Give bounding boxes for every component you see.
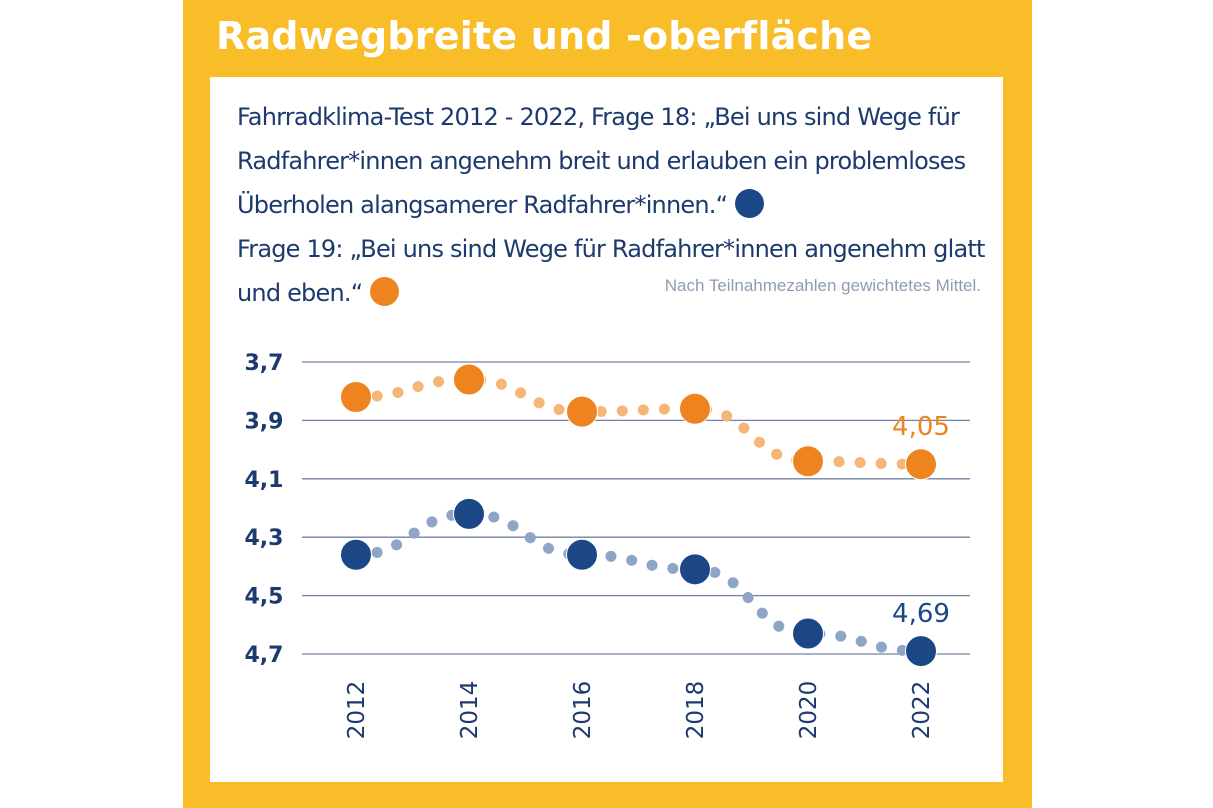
y-tick-label: 4,1	[245, 468, 284, 493]
x-tick-label: 2016	[570, 681, 596, 740]
page-title: Radwegbreite und -oberfläche	[216, 14, 873, 58]
end-value-label-frage18: 4,69	[892, 599, 950, 629]
question-19-text: Frage 19: „Bei uns sind Wege für Radfahr…	[237, 235, 985, 307]
chart-panel	[210, 77, 1003, 782]
chart-description: Fahrradklima-Test 2012 - 2022, Frage 18:…	[237, 95, 997, 315]
data-point-frage18	[566, 538, 598, 571]
y-tick-label: 4,7	[245, 643, 284, 668]
data-point-frage18	[340, 538, 372, 571]
x-tick-label: 2018	[683, 681, 709, 740]
y-tick-label: 4,3	[245, 526, 284, 551]
y-tick-label: 3,9	[245, 409, 284, 434]
data-point-frage18	[905, 635, 937, 668]
weighting-note: Nach Teilnahmezahlen gewichtetes Mittel.	[664, 276, 981, 295]
series-line-frage18	[350, 508, 927, 657]
data-point-frage19	[566, 395, 598, 428]
frage-19-marker	[370, 277, 400, 306]
end-value-label-frage19: 4,05	[892, 412, 950, 442]
data-point-frage18	[453, 497, 485, 530]
data-point-frage18	[679, 553, 711, 586]
y-tick-label: 4,5	[245, 585, 284, 610]
x-tick-label: 2012	[344, 681, 370, 740]
data-point-frage18	[792, 617, 824, 650]
y-tick-label: 3,7	[245, 351, 284, 376]
data-point-frage19	[792, 445, 824, 478]
data-point-frage19	[340, 381, 372, 414]
data-point-frage19	[905, 448, 937, 481]
question-18-text: Fahrradklima-Test 2012 - 2022, Frage 18:…	[237, 103, 966, 219]
x-tick-label: 2022	[909, 681, 935, 740]
data-point-frage19	[679, 392, 711, 425]
data-point-frage19	[453, 363, 485, 396]
frage-18-marker	[735, 189, 765, 218]
x-tick-label: 2014	[457, 681, 483, 740]
series-line-frage19	[350, 374, 927, 470]
x-tick-label: 2020	[796, 681, 822, 740]
